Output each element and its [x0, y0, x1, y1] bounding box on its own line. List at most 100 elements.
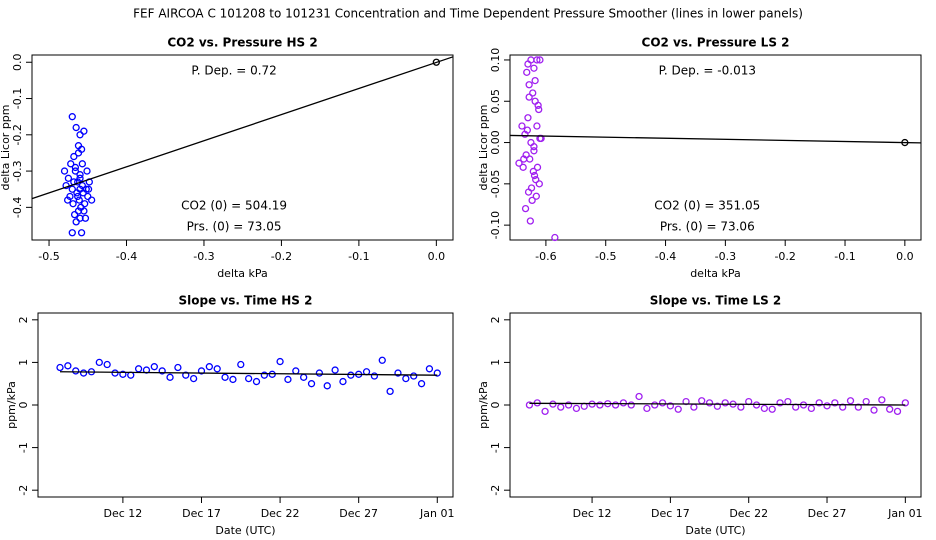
- x-tick-label: -0.4: [116, 250, 137, 263]
- point: [213, 365, 221, 373]
- point: [521, 204, 530, 213]
- y-tick-label: -0.05: [489, 170, 502, 198]
- point: [205, 363, 213, 371]
- y-tick-label: -0.10: [489, 211, 502, 239]
- point: [56, 363, 64, 372]
- y-tick-label: -2: [17, 485, 30, 496]
- point: [76, 171, 84, 179]
- fit-line: [31, 56, 454, 200]
- point: [70, 152, 78, 161]
- x-axis-label: delta kPa: [690, 267, 741, 280]
- x-tick-label: -0.4: [655, 250, 676, 263]
- point: [252, 377, 261, 386]
- point: [815, 399, 823, 407]
- point: [690, 403, 698, 411]
- point: [410, 372, 418, 380]
- x-tick-label: Dec 27: [339, 507, 378, 520]
- point: [166, 373, 174, 381]
- point: [520, 155, 528, 163]
- point: [713, 402, 722, 410]
- point: [627, 401, 635, 409]
- y-tick-label: -0.4: [11, 197, 24, 218]
- point: [541, 407, 549, 416]
- point: [831, 399, 839, 407]
- y-tick-label: 1: [17, 359, 30, 366]
- x-axis-label: Date (UTC): [685, 524, 745, 537]
- x-tick-label: Dec 17: [182, 507, 221, 520]
- point: [651, 401, 659, 409]
- point: [776, 399, 784, 407]
- point: [535, 180, 543, 188]
- point: [78, 160, 86, 168]
- panel-title: CO2 vs. Pressure HS 2: [167, 36, 317, 50]
- point: [81, 200, 89, 208]
- point: [182, 371, 190, 379]
- x-tick-label: Dec 22: [261, 507, 300, 520]
- point: [530, 171, 539, 180]
- x-tick-label: -0.3: [193, 250, 214, 263]
- point: [394, 369, 402, 377]
- point: [229, 375, 237, 384]
- point: [417, 380, 426, 388]
- point: [81, 214, 90, 222]
- point: [823, 402, 831, 410]
- x-tick-label: -0.2: [271, 250, 292, 263]
- point: [64, 362, 72, 370]
- annotation: CO2 (0) = 351.05: [654, 199, 760, 213]
- point: [244, 374, 253, 383]
- point: [752, 401, 761, 409]
- reference-point: [901, 138, 909, 147]
- point: [103, 360, 111, 369]
- point: [518, 122, 526, 130]
- point: [68, 113, 76, 121]
- y-tick-label: 2: [489, 316, 502, 323]
- x-tick-label: Dec 12: [573, 507, 612, 520]
- point: [519, 163, 527, 171]
- point: [111, 369, 119, 377]
- y-tick-label: 0.00: [489, 130, 502, 155]
- fit-line: [509, 134, 922, 144]
- point: [63, 196, 72, 204]
- y-tick-label: 0.10: [489, 48, 502, 72]
- point: [70, 210, 79, 219]
- point: [536, 56, 544, 64]
- panel-title: Slope vs. Time HS 2: [179, 294, 313, 308]
- point: [331, 366, 339, 374]
- point: [64, 174, 73, 182]
- annotation: Prs. (0) = 73.05: [187, 220, 282, 234]
- y-axis-label: delta Licor ppm: [477, 104, 490, 190]
- point: [276, 357, 284, 366]
- point: [557, 403, 565, 411]
- point: [596, 401, 604, 409]
- y-axis-label: ppm/kPa: [477, 381, 490, 429]
- point: [530, 147, 538, 155]
- point: [76, 131, 84, 139]
- point: [386, 387, 394, 396]
- x-tick-label: -0.1: [834, 250, 855, 263]
- x-axis-label: delta kPa: [217, 267, 268, 280]
- point: [572, 404, 581, 413]
- point: [525, 401, 534, 409]
- point: [323, 382, 331, 390]
- point: [347, 371, 355, 379]
- y-tick-label: -0.1: [11, 88, 24, 109]
- point: [870, 406, 878, 414]
- x-tick-label: 0.0: [896, 250, 914, 263]
- point: [721, 399, 729, 407]
- point: [402, 374, 410, 383]
- x-tick-label: -0.6: [535, 250, 556, 263]
- y-tick-label: 1: [489, 359, 502, 366]
- point: [698, 397, 706, 405]
- point: [80, 207, 88, 215]
- point: [658, 399, 667, 407]
- point: [370, 372, 379, 380]
- point: [189, 374, 198, 383]
- point: [525, 81, 533, 89]
- fit-line: [60, 371, 438, 376]
- x-tick-label: -0.2: [774, 250, 795, 263]
- point: [68, 229, 76, 237]
- point: [237, 360, 245, 369]
- point: [846, 397, 855, 405]
- y-tick-label: -2: [489, 485, 502, 496]
